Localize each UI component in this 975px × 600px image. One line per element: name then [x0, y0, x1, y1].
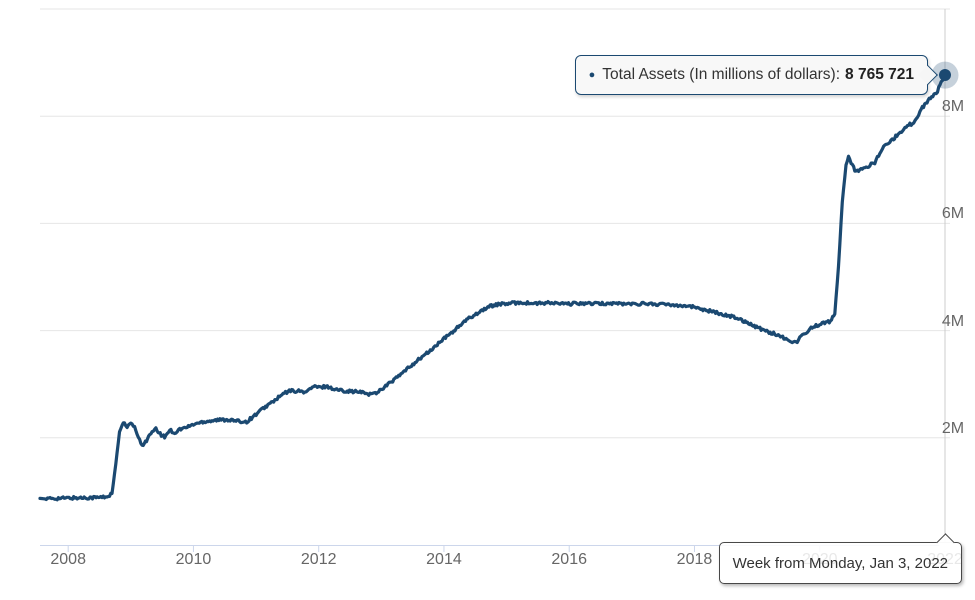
x-axis-label: 2012	[300, 551, 337, 568]
x-axis-tooltip-text: Week from Monday, Jan 3, 2022	[732, 554, 948, 572]
y-axis-label: 8M	[941, 98, 965, 116]
x-axis-label: 2010	[175, 551, 212, 568]
y-axis-label: 4M	[941, 312, 965, 330]
x-axis-tooltip: Week from Monday, Jan 3, 2022	[718, 533, 962, 584]
x-axis-label: 2008	[50, 551, 86, 568]
series-line	[38, 73, 947, 502]
series-tooltip-label: Total Assets (In millions of dollars):	[602, 66, 841, 83]
x-axis-label: 2014	[426, 551, 462, 568]
hovered-point-marker[interactable]	[938, 69, 951, 82]
y-axis-label: 6M	[941, 205, 965, 223]
y-axis-label: 2M	[941, 419, 965, 437]
x-axis-label: 2018	[676, 551, 713, 568]
series-bullet-icon: ●	[588, 69, 596, 81]
x-axis-label: 2016	[551, 551, 587, 568]
series-tooltip-value: 8 765 721	[845, 66, 914, 83]
series-tooltip: ● Total Assets (In millions of dollars):…	[574, 55, 938, 95]
